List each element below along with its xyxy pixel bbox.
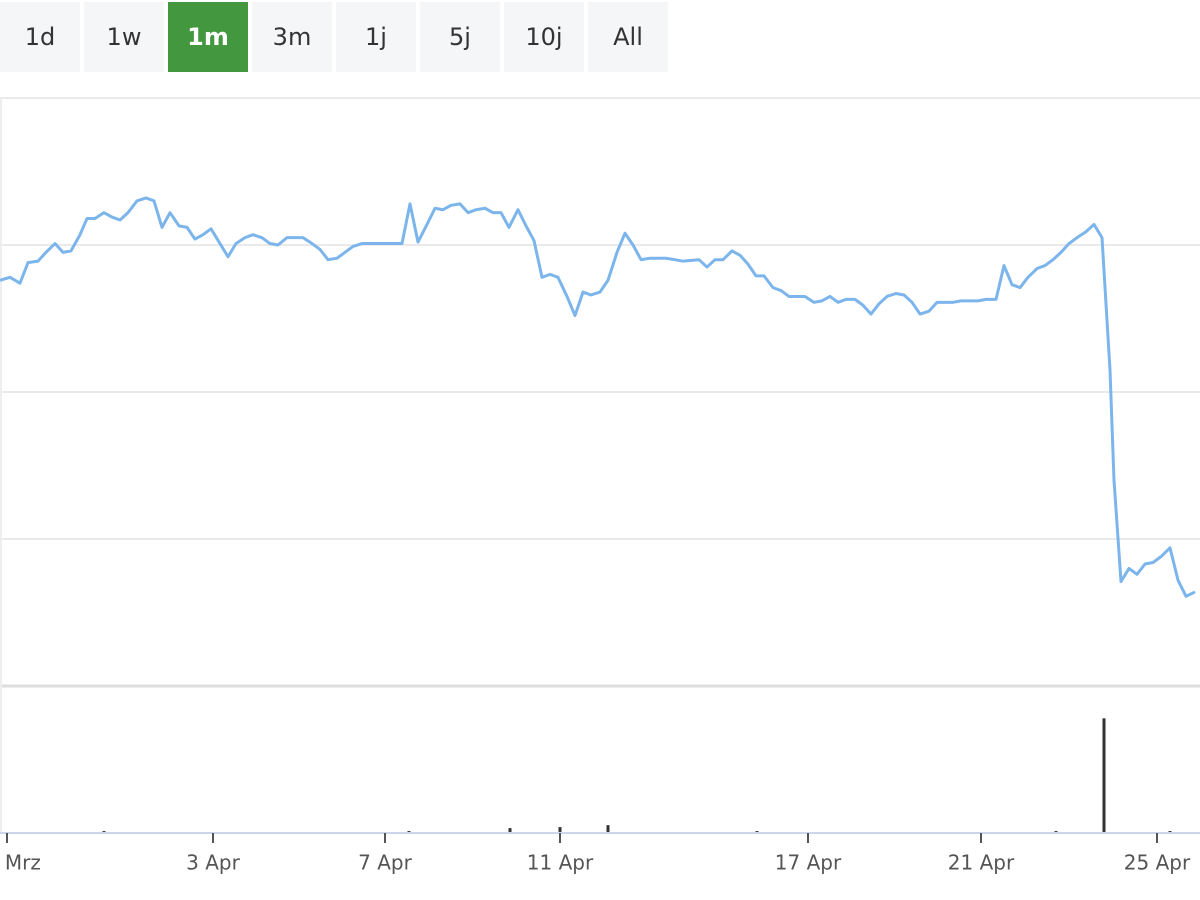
x-tick-label: 17 Apr	[775, 851, 842, 875]
x-tick-label: 7 Apr	[358, 851, 412, 875]
volume-bar	[1102, 718, 1106, 833]
x-tick-label: 11 Apr	[527, 851, 594, 875]
range-selector: 1d 1w 1m 3m 1j 5j 10j All	[0, 2, 668, 72]
volume-bar	[606, 825, 610, 833]
range-button[interactable]: 10j	[504, 2, 584, 72]
price-line	[0, 196, 1196, 598]
volume-bar	[558, 827, 562, 833]
range-button[interactable]: 1d	[0, 2, 80, 72]
range-button[interactable]: All	[588, 2, 668, 72]
x-tick-label: 3 Apr	[186, 851, 240, 875]
x-tick-label: 21 Apr	[948, 851, 1015, 875]
volume-bar	[508, 828, 512, 833]
x-tick-label: 25 Apr	[1124, 851, 1191, 875]
x-tick-label: 26 Mrz	[0, 851, 41, 875]
range-button[interactable]: 1j	[336, 2, 416, 72]
range-button[interactable]: 1w	[84, 2, 164, 72]
range-button[interactable]: 1m	[168, 2, 248, 72]
range-button[interactable]: 3m	[252, 2, 332, 72]
range-button[interactable]: 5j	[420, 2, 500, 72]
